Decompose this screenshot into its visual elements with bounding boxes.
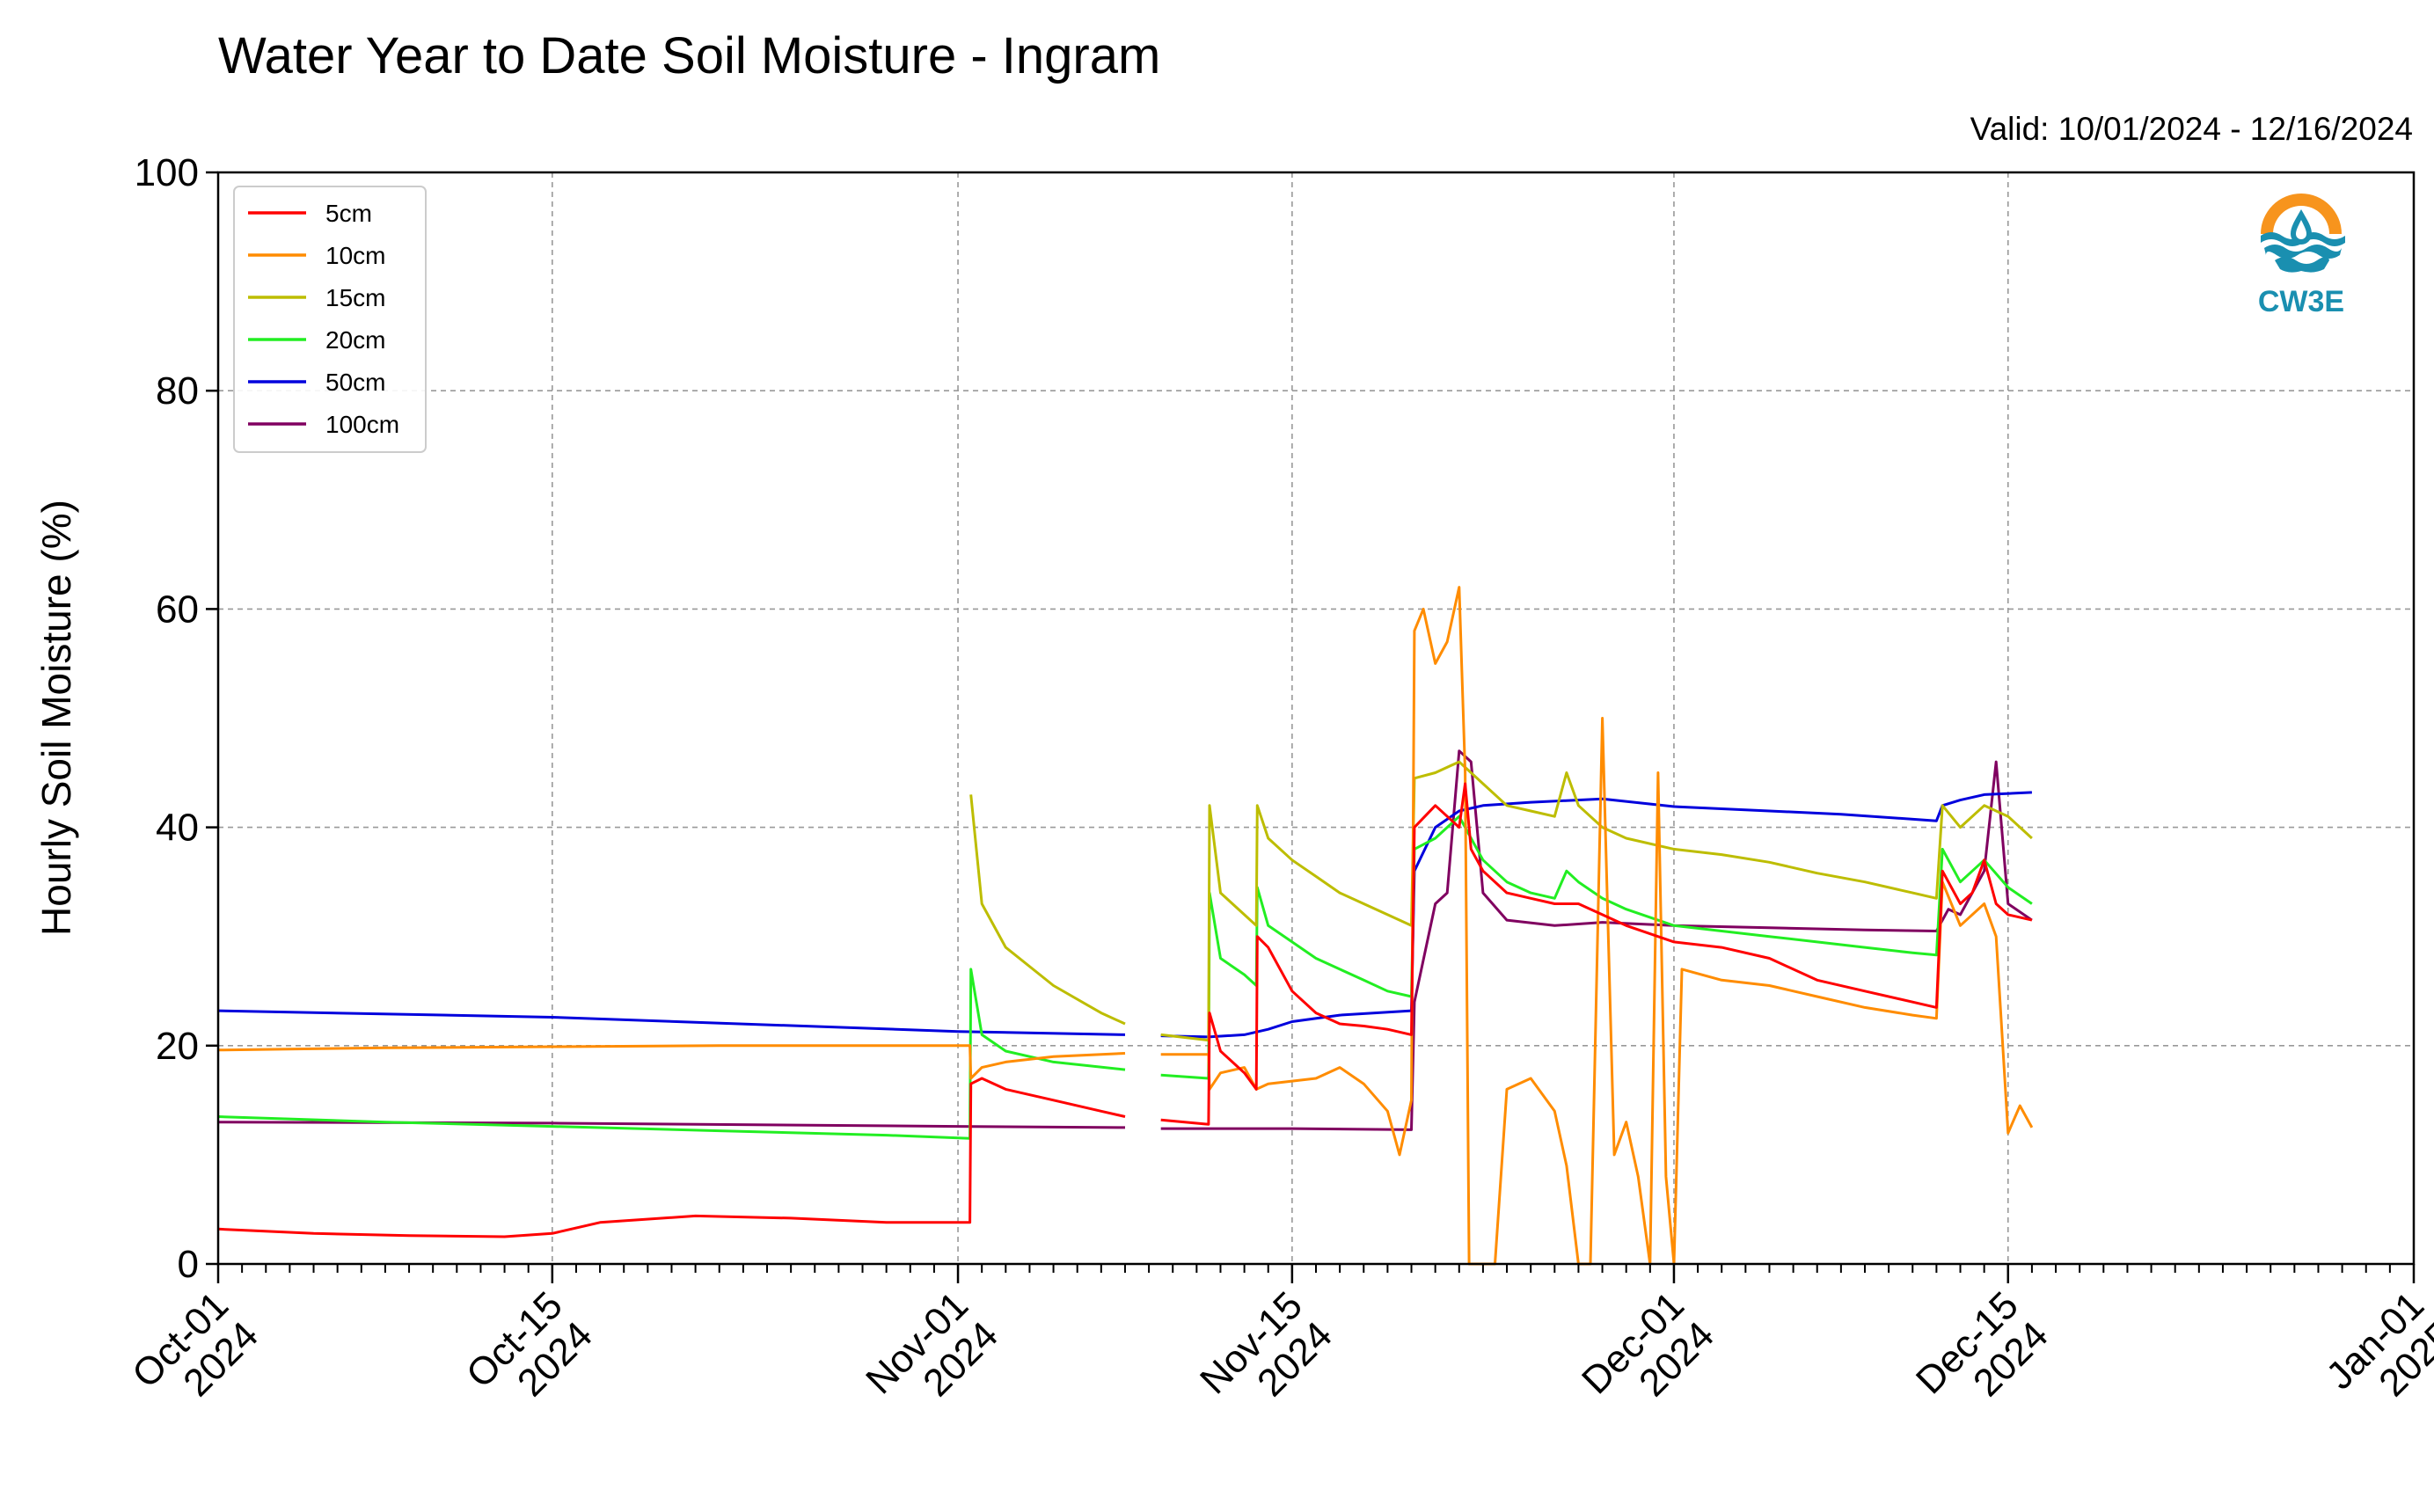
x-tick-label: Oct-152024	[458, 1283, 601, 1426]
x-tick-label: Dec-012024	[1574, 1283, 1722, 1432]
chart-title: Water Year to Date Soil Moisture - Ingra…	[218, 27, 1161, 84]
x-tick-label: Oct-012024	[124, 1283, 267, 1426]
series-line-10cm	[217, 586, 2034, 1266]
x-tick-label: Nov-012024	[858, 1283, 1006, 1432]
series-line-50cm	[217, 791, 2032, 1039]
legend-label-50cm: 50cm	[325, 369, 385, 396]
legend: 5cm 10cm 15cm 20cm 50cm 100cm	[233, 186, 427, 453]
x-tick-label: Dec-152024	[1908, 1283, 2057, 1432]
cw3e-logo-icon: CW3E	[2255, 194, 2347, 318]
series-line-5cm	[217, 782, 2033, 1238]
x-tick-label: Nov-152024	[1192, 1283, 1341, 1432]
y-tick-label: 20	[156, 1025, 199, 1068]
legend-label-5cm: 5cm	[325, 200, 372, 227]
y-axis-label: Hourly Soil Moisture (%)	[33, 500, 79, 936]
legend-label-10cm: 10cm	[325, 242, 385, 269]
x-tick-label: Jan-012025	[2318, 1283, 2434, 1428]
series-line-100cm	[217, 749, 2033, 1131]
valid-range: Valid: 10/01/2024 - 12/16/2024	[1970, 111, 2413, 147]
y-tick-label: 60	[156, 588, 199, 631]
plot-frame	[216, 171, 2416, 1266]
series-line-15cm	[969, 760, 2033, 1042]
y-tick-label: 40	[156, 807, 199, 850]
y-tick-label: 0	[178, 1243, 199, 1286]
x-tick-labels: Oct-012024 Oct-152024 Nov-012024 Nov-152024…	[124, 1283, 2434, 1432]
axis-ticks	[206, 171, 2416, 1283]
series-layer	[217, 586, 2034, 1266]
legend-label-15cm: 15cm	[325, 284, 385, 311]
legend-label-100cm: 100cm	[325, 411, 399, 438]
y-tick-label: 100	[135, 151, 199, 194]
legend-label-20cm: 20cm	[325, 326, 385, 354]
y-tick-labels: 0 20 40 60 80 100	[135, 151, 199, 1286]
grid	[218, 172, 2414, 1264]
y-tick-label: 80	[156, 369, 199, 413]
logo-text: CW3E	[2258, 285, 2344, 318]
cw3e-logo: CW3E	[2240, 183, 2363, 324]
series-line-20cm	[217, 814, 2033, 1140]
legend-box	[233, 186, 427, 453]
